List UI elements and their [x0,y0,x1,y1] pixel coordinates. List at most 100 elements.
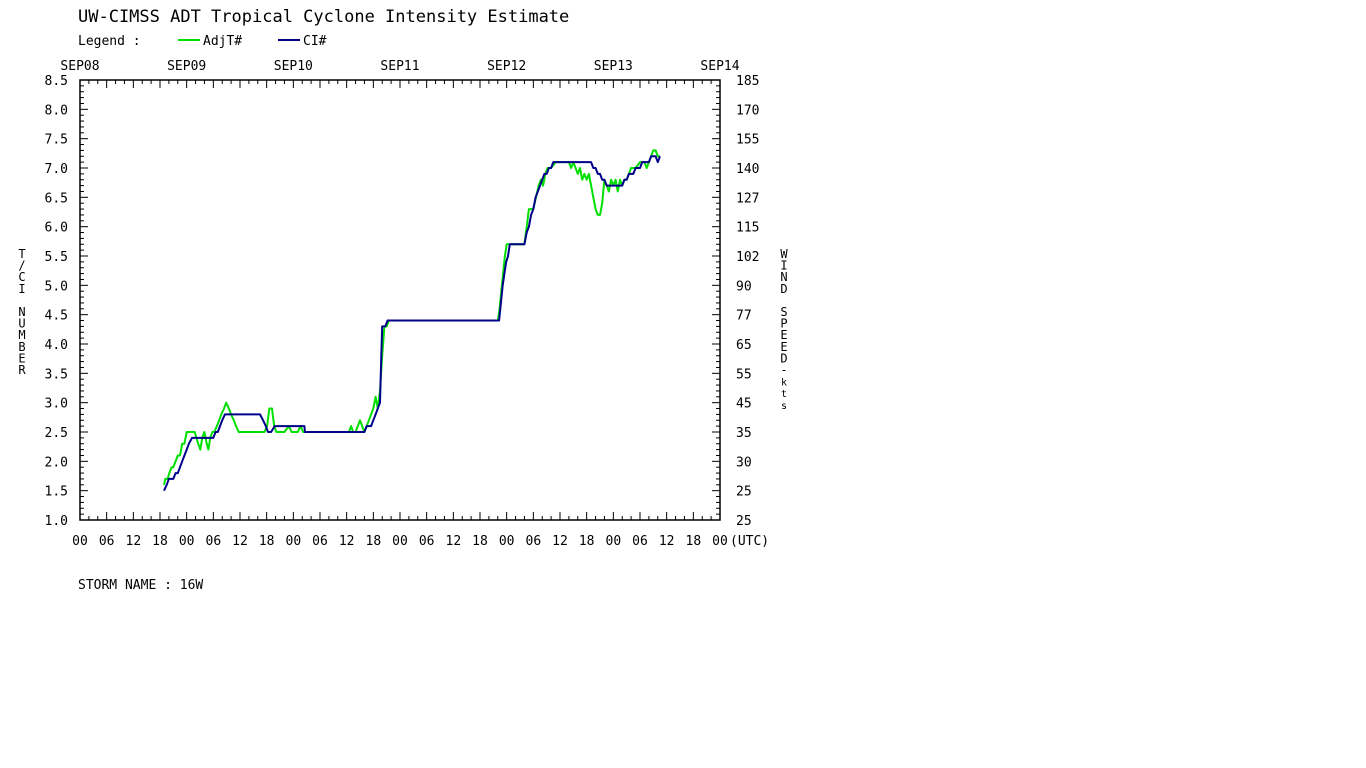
legend-ci-label: CI# [303,34,327,49]
y2-axis-label-char: D [780,351,787,365]
y2-axis-label-char: t [781,389,787,400]
y-tick-label: 4.0 [45,338,68,353]
y2-axis-label-char: D [780,282,787,296]
y2-tick-label: 115 [736,221,759,236]
hour-label: 06 [312,534,328,549]
hour-label: 06 [206,534,222,549]
y2-tick-label: 140 [736,162,759,177]
y2-axis-label-char: S [780,305,787,319]
y-tick-label: 5.5 [45,250,68,265]
date-label: SEP10 [274,59,313,74]
hour-label: 12 [446,534,462,549]
y-tick-label: 2.5 [45,426,68,441]
date-label: SEP08 [60,59,99,74]
date-label: SEP14 [700,59,739,74]
y-tick-label: 7.5 [45,133,68,148]
hour-label: 12 [126,534,142,549]
y-tick-label: 8.5 [45,74,68,89]
y2-axis-label-char: s [781,401,787,412]
hour-label: 18 [366,534,382,549]
hour-label: 18 [152,534,168,549]
hour-label: 00 [72,534,88,549]
y2-tick-label: 65 [736,338,752,353]
y-axis-label-char: N [18,305,25,319]
y-tick-label: 6.5 [45,191,68,206]
legend-label: Legend : [78,34,141,49]
y-axis-label-char: M [18,328,25,342]
hour-label: 06 [526,534,542,549]
y2-axis-label-char: E [780,328,787,342]
date-label: SEP12 [487,59,526,74]
y-tick-label: 5.0 [45,279,68,294]
y-tick-label: 2.0 [45,455,68,470]
y2-axis-label-char: N [780,270,787,284]
hour-labels: 00 06 12 18 00 06 12 18 00 06 12 18 00 06 12 18 00 06 12 18… [72,534,728,549]
hour-label: 00 [499,534,515,549]
hour-label: 18 [259,534,275,549]
y-axis-label-char: I [18,282,25,296]
storm-name: STORM NAME : 16W [78,578,203,593]
plot-frame [79,79,721,521]
y2-tick-label: 127 [736,191,759,206]
y2-tick-label: 45 [736,397,752,412]
utc-label: (UTC) [730,534,769,549]
y2-tick-labels: 25 25 30 35 45 55 65 77 90 102 115 127 140 155 170 185 [736,74,759,529]
series-lines [163,149,661,492]
y2-tick-label: 185 [736,74,759,89]
y-tick-label: 8.0 [45,103,68,118]
date-label: SEP09 [167,59,206,74]
hour-label: 00 [606,534,622,549]
y2-tick-label: 90 [736,279,752,294]
hour-label: 12 [339,534,355,549]
y-tick-labels: 1.0 1.5 2.0 2.5 3.0 3.5 4.0 4.5 5.0 5.5 6.0 6.5 7.0 7… [45,74,68,529]
y2-tick-label: 25 [736,485,752,500]
hour-label: 06 [632,534,648,549]
date-labels: SEP08 SEP09 SEP10 SEP11 SEP12 SEP13 SEP14 [60,59,739,74]
y-axis-label-char: R [18,363,26,377]
y2-tick-label: 25 [736,514,752,529]
y2-tick-label: 77 [736,309,752,324]
date-label: SEP11 [380,59,419,74]
y-tick-label: 6.0 [45,221,68,236]
y-tick-label: 1.5 [45,485,68,500]
hour-label: 12 [659,534,675,549]
hour-label: 00 [712,534,728,549]
y2-tick-label: 102 [736,250,759,265]
y2-axis-label-char: W [780,247,788,261]
y2-axis-label-char: P [780,317,787,331]
y-tick-label: 1.0 [45,514,68,529]
y2-axis-label-char: I [780,259,787,273]
adjt-series-line [163,149,660,486]
hour-label: 00 [286,534,302,549]
hour-label: 18 [472,534,488,549]
legend-adjt-label: AdjT# [203,34,242,49]
y2-axis-label-char: k [781,378,787,389]
hour-label: 06 [419,534,435,549]
hour-label: 18 [686,534,702,549]
y-tick-label: 3.0 [45,397,68,412]
y-axis-label-char: / [18,259,25,273]
hour-label: 00 [179,534,195,549]
y-axis-label-char: U [18,317,25,331]
y-tick-label: 4.5 [45,309,68,324]
hour-label: 18 [579,534,595,549]
y2-tick-label: 30 [736,455,752,470]
date-label: SEP13 [594,59,633,74]
y-axis-label-char: C [18,270,25,284]
y-tick-label: 7.0 [45,162,68,177]
y-axis-label-char: T [18,247,25,261]
chart-title: UW-CIMSS ADT Tropical Cyclone Intensity … [78,7,569,27]
hour-label: 12 [232,534,248,549]
ticks [79,79,721,521]
y2-axis-label-char: E [780,340,787,354]
hour-label: 12 [552,534,568,549]
ci-series-line [163,155,661,492]
y2-tick-label: 55 [736,367,752,382]
y-tick-label: 3.5 [45,367,68,382]
y-axis-label-char: E [18,351,25,365]
y-axis-label-char: B [18,340,25,354]
y2-tick-label: 35 [736,426,752,441]
